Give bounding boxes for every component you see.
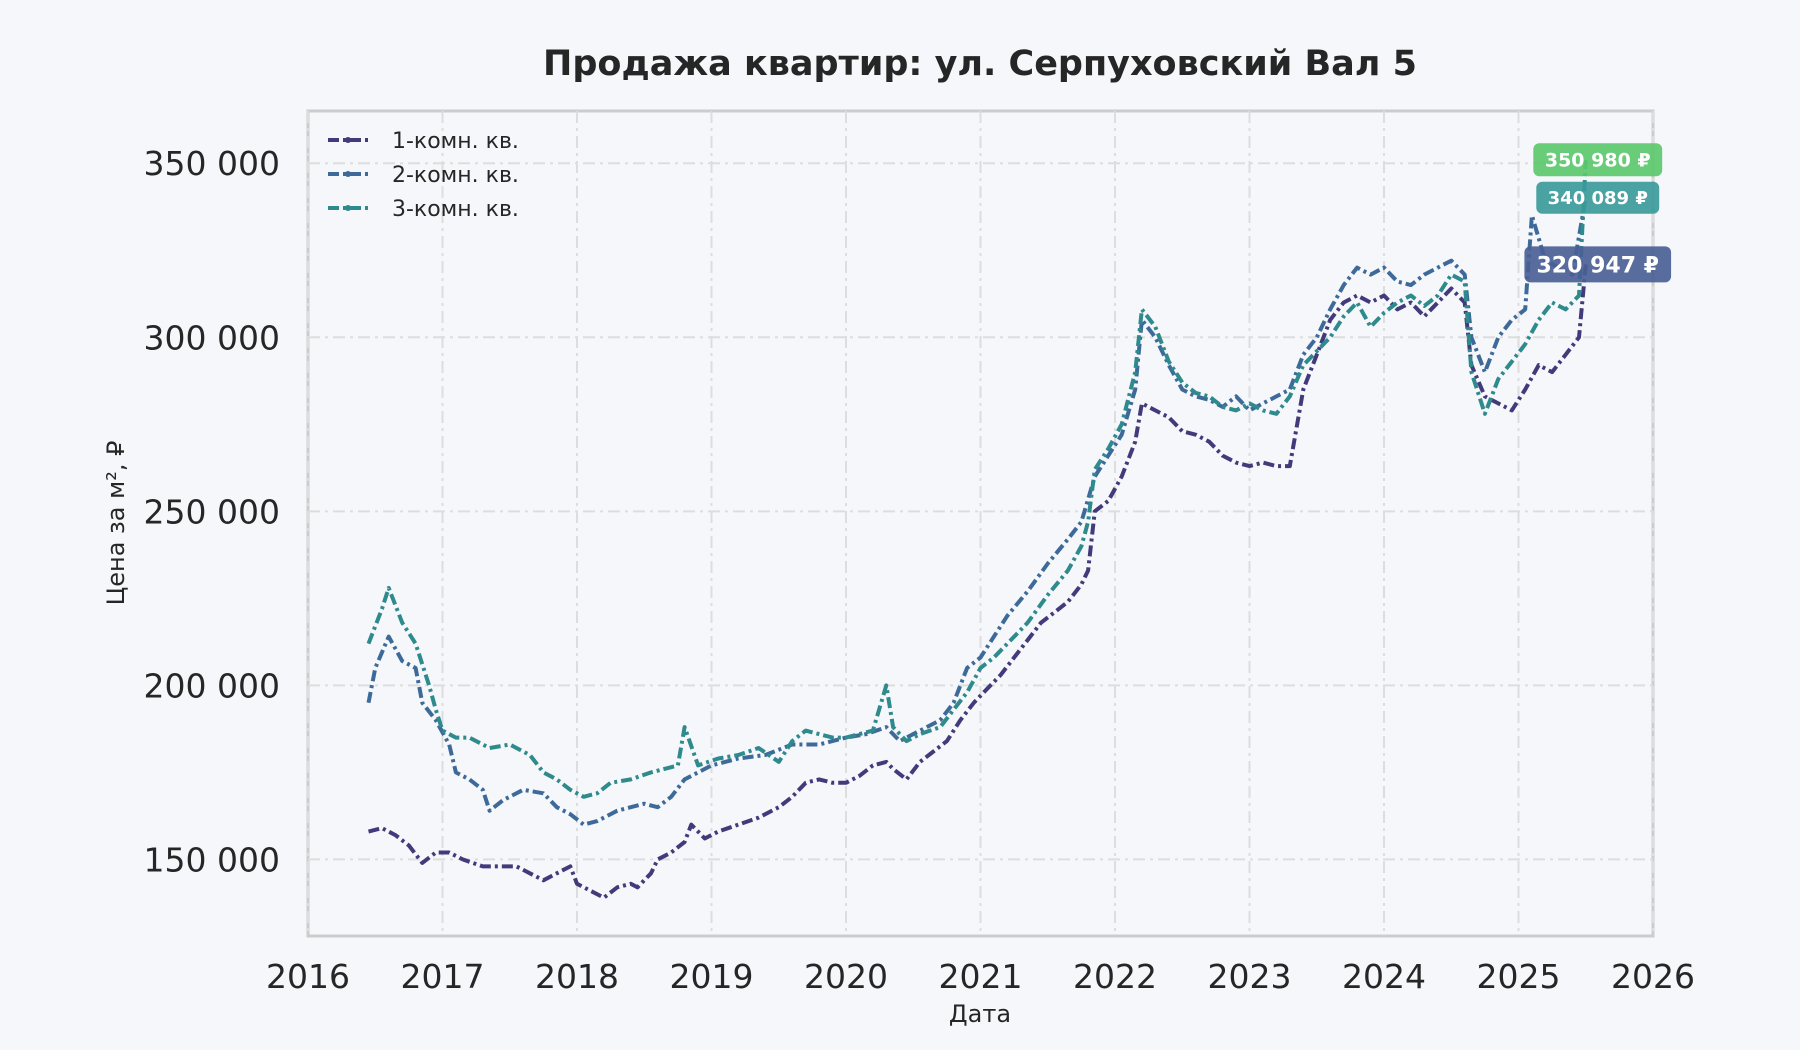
x-tick-label: 2025 bbox=[1477, 957, 1561, 996]
chart-title: Продажа квартир: ул. Серпуховский Вал 5 bbox=[543, 44, 1417, 84]
y-tick-label: 300 000 bbox=[144, 318, 280, 357]
x-tick-label: 2017 bbox=[401, 957, 485, 996]
y-tick-label: 150 000 bbox=[144, 840, 280, 879]
plot-background bbox=[306, 109, 1655, 938]
x-tick-label: 2019 bbox=[670, 957, 754, 996]
y-tick-label: 200 000 bbox=[144, 666, 280, 705]
y-axis-ticks: 150 000 200 000 250 000 300 000 350 000 bbox=[144, 144, 280, 879]
legend-marker bbox=[345, 205, 351, 211]
legend-marker bbox=[345, 137, 351, 143]
x-tick-label: 2018 bbox=[535, 957, 619, 996]
x-axis-ticks: 2016 2017 2018 2019 2020 2021 2022 2023 2024 2025… bbox=[266, 957, 1695, 996]
y-axis-label: Цена за м², ₽ bbox=[102, 441, 130, 606]
y-tick-label: 350 000 bbox=[144, 144, 280, 183]
x-tick-label: 2020 bbox=[804, 957, 888, 996]
legend-label: 3-комн. кв. bbox=[392, 197, 519, 222]
value-badge-3 bbox=[1533, 143, 1663, 177]
x-tick-label: 2024 bbox=[1342, 957, 1426, 996]
x-tick-label: 2016 bbox=[266, 957, 350, 996]
series-line-3 bbox=[366, 159, 1588, 799]
legend-label: 2-комн. кв. bbox=[392, 163, 519, 188]
y-tick-label: 250 000 bbox=[144, 492, 280, 531]
value-badge-label: 350 980 ₽ bbox=[1545, 150, 1651, 172]
value-badge-label: 340 089 ₽ bbox=[1548, 188, 1648, 209]
x-tick-label: 2022 bbox=[1073, 957, 1157, 996]
x-tick-label: 2023 bbox=[1208, 957, 1292, 996]
x-tick-label: 2021 bbox=[939, 957, 1023, 996]
x-axis-label: Дата bbox=[949, 1000, 1011, 1028]
series-line-2 bbox=[366, 197, 1588, 827]
x-tick-label: 2026 bbox=[1611, 957, 1695, 996]
value-badge-label: 320 947 ₽ bbox=[1537, 253, 1659, 278]
value-badge-2 bbox=[1536, 181, 1660, 214]
value-badge-1 bbox=[1524, 246, 1672, 283]
series-lines bbox=[366, 159, 1588, 900]
legend-marker bbox=[345, 171, 351, 177]
legend-label: 1-комн. кв. bbox=[392, 129, 519, 154]
last-value-badges: 320 947 ₽ 340 089 ₽ 350 980 ₽ bbox=[1524, 143, 1672, 283]
legend: 1-комн. кв. 2-комн. кв. 3-комн. кв. bbox=[328, 129, 519, 222]
